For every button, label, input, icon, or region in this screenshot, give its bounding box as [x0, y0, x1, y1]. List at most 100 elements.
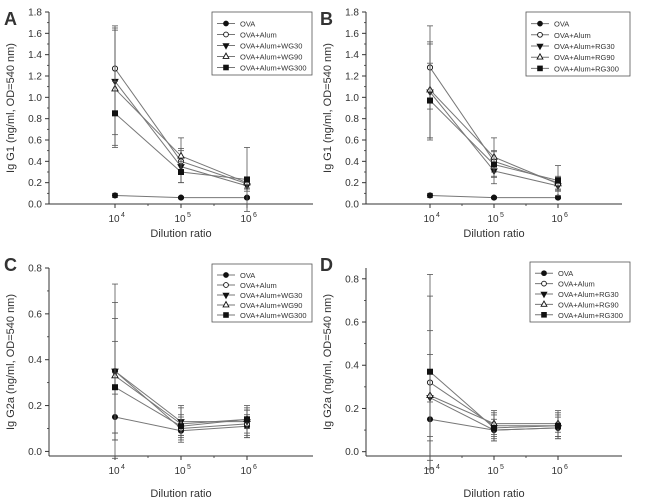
- data-point: [426, 368, 433, 375]
- y-tick-label: 0.8: [28, 264, 42, 275]
- y-tick-label: 0.6: [28, 309, 42, 320]
- x-tick-exponent: 6: [564, 212, 568, 219]
- x-tick-exponent: 4: [436, 212, 440, 219]
- y-tick-label: 1.4: [345, 50, 359, 61]
- legend-label: OVA: [240, 271, 255, 280]
- data-point: [426, 192, 434, 199]
- y-tick-label: 0.4: [345, 157, 359, 168]
- legend-marker: [537, 65, 543, 72]
- y-tick-label: 0.0: [345, 447, 359, 458]
- x-axis-label: Dilution ratio: [150, 228, 211, 240]
- y-tick-label: 0.4: [345, 361, 359, 372]
- x-axis-label: Dilution ratio: [463, 488, 524, 500]
- y-tick-label: 0.8: [28, 114, 42, 125]
- legend-marker: [223, 272, 229, 278]
- x-tick-label: 10: [423, 214, 435, 225]
- legend-label: OVA: [554, 20, 569, 29]
- y-tick-label: 0.2: [28, 178, 42, 189]
- y-axis-label: Ig G2a (ng/ml, OD=540 nm): [322, 294, 334, 430]
- x-tick-label: 10: [551, 466, 563, 477]
- y-tick-label: 0.6: [345, 136, 359, 147]
- data-point: [426, 97, 433, 104]
- legend-marker: [223, 312, 229, 318]
- y-tick-label: 0.4: [28, 355, 42, 366]
- panel-letter: D: [320, 255, 333, 275]
- y-axis-label: Ig G2a (ng/ml, OD=540 nm): [5, 294, 17, 430]
- x-tick-label: 10: [487, 466, 499, 477]
- legend-label: OVA+Alum+WG30: [240, 42, 302, 51]
- legend-label: OVA+Alum: [554, 31, 591, 40]
- series-4: [112, 340, 250, 439]
- legend-marker: [541, 270, 547, 277]
- legend-label: OVA+Alum+WG90: [240, 301, 302, 310]
- data-point: [112, 110, 119, 117]
- x-tick-exponent: 6: [564, 464, 568, 471]
- panel-letter: A: [4, 9, 17, 29]
- legend-marker: [540, 300, 548, 307]
- legend-label: OVA: [240, 20, 255, 29]
- data-point: [555, 177, 562, 184]
- legend-label: OVA+Alum+RG300: [554, 64, 619, 73]
- legend-marker: [537, 20, 543, 27]
- y-tick-label: 0.6: [345, 318, 359, 329]
- x-tick-exponent: 5: [187, 212, 191, 219]
- data-point: [490, 161, 497, 168]
- x-tick-exponent: 5: [187, 464, 191, 471]
- y-tick-label: 1.0: [28, 93, 42, 104]
- legend-marker: [536, 52, 544, 60]
- y-axis-label: Ig G1 (ng/ml, OD=540 nm): [322, 43, 334, 173]
- legend-marker: [536, 43, 544, 51]
- panel-letter: C: [4, 255, 17, 275]
- legend-marker: [537, 31, 543, 38]
- chart-panel-C: C0.00.20.40.60.810 4 10 5 10 6Ig G2a (ng/ml, …: [4, 255, 313, 500]
- legend-label: OVA+Alum+RG300: [558, 311, 623, 320]
- data-point: [490, 424, 497, 431]
- series-0: [426, 192, 562, 201]
- legend-label: OVA+Alum+RG90: [558, 300, 619, 309]
- y-tick-label: 0.0: [345, 200, 359, 211]
- x-tick-label: 10: [108, 466, 120, 477]
- data-point: [490, 194, 498, 201]
- data-point: [177, 151, 185, 159]
- data-point: [243, 416, 250, 423]
- legend-marker: [222, 43, 230, 50]
- x-tick-label: 10: [240, 214, 252, 225]
- x-tick-label: 10: [240, 466, 252, 477]
- x-tick-exponent: 4: [121, 464, 125, 471]
- y-tick-label: 0.0: [28, 447, 42, 458]
- legend-label: OVA+Alum: [240, 31, 277, 40]
- data-point: [243, 176, 250, 183]
- series-4: [426, 274, 562, 470]
- data-point: [177, 423, 184, 430]
- x-tick-label: 10: [423, 466, 435, 477]
- y-tick-label: 1.6: [345, 29, 359, 40]
- chart-panel-D: D0.00.20.40.60.810 4 10 5 10 6Ig G2a (ng/ml, …: [320, 255, 631, 500]
- legend-marker: [223, 20, 229, 27]
- series-0: [111, 192, 251, 201]
- y-tick-label: 0.2: [345, 178, 359, 189]
- legend-label: OVA+Alum+WG300: [240, 64, 307, 73]
- y-tick-label: 1.8: [345, 8, 359, 19]
- x-tick-exponent: 4: [436, 464, 440, 471]
- y-tick-label: 0.8: [345, 114, 359, 125]
- y-tick-label: 0.2: [345, 404, 359, 415]
- y-tick-label: 1.0: [345, 93, 359, 104]
- y-tick-label: 0.8: [345, 274, 359, 285]
- legend-label: OVA+Alum: [240, 281, 277, 290]
- y-tick-label: 1.8: [28, 8, 42, 19]
- x-tick-exponent: 5: [500, 212, 504, 219]
- y-tick-label: 0.0: [28, 200, 42, 211]
- legend-marker: [223, 282, 229, 288]
- legend-marker: [222, 292, 230, 300]
- y-tick-label: 1.2: [28, 72, 42, 83]
- x-tick-exponent: 6: [253, 464, 257, 471]
- panel-letter: B: [320, 9, 333, 29]
- y-tick-label: 0.4: [28, 157, 42, 168]
- chart-panel-A: A0.00.20.40.60.81.01.21.41.61.810 4 10 5 10 6…: [4, 8, 313, 240]
- x-axis-label: Dilution ratio: [463, 228, 524, 240]
- legend-marker: [223, 64, 229, 71]
- y-tick-label: 1.2: [345, 72, 359, 83]
- y-axis-label: Ig G1 (ng/ml, OD=540 nm): [5, 43, 17, 173]
